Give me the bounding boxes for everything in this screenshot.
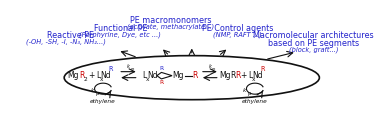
Text: PE Control agents: PE Control agents xyxy=(201,24,273,33)
Text: Macromolecular architectures: Macromolecular architectures xyxy=(253,31,374,40)
Text: Nd: Nd xyxy=(100,71,111,80)
Text: R: R xyxy=(192,71,198,80)
Text: R: R xyxy=(231,71,236,80)
Text: L: L xyxy=(143,71,147,80)
Text: (NMP, RAFT ...): (NMP, RAFT ...) xyxy=(213,31,262,38)
Text: Mg: Mg xyxy=(172,71,184,80)
Text: Nd: Nd xyxy=(252,71,263,80)
Text: Functional PE: Functional PE xyxy=(94,24,147,33)
Text: x: x xyxy=(100,77,103,82)
Text: Reactive PE: Reactive PE xyxy=(47,31,94,40)
Text: L: L xyxy=(248,71,252,80)
Text: ex: ex xyxy=(131,67,135,71)
Text: (acrylate, methacrylate...): (acrylate, methacrylate...) xyxy=(127,24,214,30)
Text: k: k xyxy=(209,64,211,69)
Text: (-OH, -SH, -I, -N₃, NH₂...): (-OH, -SH, -I, -N₃, NH₂...) xyxy=(26,39,106,45)
Text: x: x xyxy=(251,77,255,82)
Text: Mg: Mg xyxy=(220,71,231,80)
Text: R: R xyxy=(261,66,265,72)
Text: x: x xyxy=(146,77,150,82)
Text: p: p xyxy=(95,91,99,96)
Text: R: R xyxy=(79,71,85,80)
Text: 2: 2 xyxy=(83,77,87,82)
Text: p: p xyxy=(247,91,250,96)
Text: k: k xyxy=(91,88,94,93)
Text: Nd: Nd xyxy=(147,71,158,80)
Text: ethylene: ethylene xyxy=(90,99,116,104)
Text: R: R xyxy=(159,80,163,85)
Text: Mg: Mg xyxy=(67,71,79,80)
Text: ethylene: ethylene xyxy=(242,99,268,104)
Text: L: L xyxy=(96,71,100,80)
Text: PE macromonomers: PE macromonomers xyxy=(130,16,211,25)
Text: ex: ex xyxy=(212,67,216,71)
Text: R: R xyxy=(159,66,163,71)
Text: R: R xyxy=(236,71,241,80)
Text: k: k xyxy=(243,88,246,93)
Text: k: k xyxy=(127,64,130,69)
Text: (Porphyrine, Dye, etc ...): (Porphyrine, Dye, etc ...) xyxy=(80,31,162,38)
Text: (block, graft...): (block, graft...) xyxy=(289,46,338,53)
Text: based on PE segments: based on PE segments xyxy=(268,39,359,48)
Text: R: R xyxy=(109,66,113,72)
Text: +: + xyxy=(240,71,247,80)
Text: +: + xyxy=(88,71,94,80)
